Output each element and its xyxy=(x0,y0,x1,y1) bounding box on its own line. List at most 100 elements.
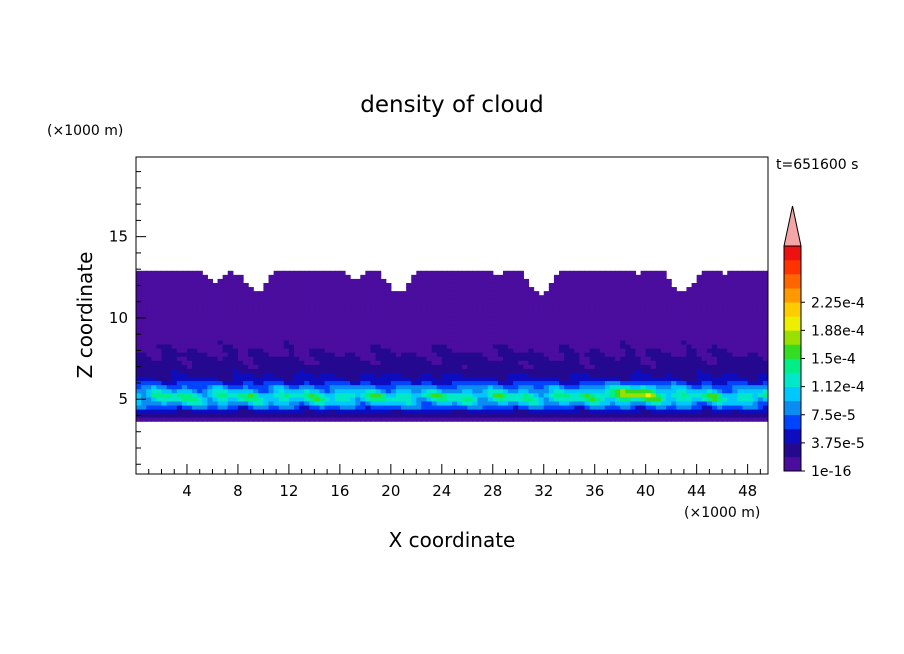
contour-cell xyxy=(508,343,514,349)
contour-cell xyxy=(344,396,351,402)
contour-cell xyxy=(645,404,652,410)
contour-cell xyxy=(390,356,397,361)
contour-cell xyxy=(181,372,188,378)
contour-cell xyxy=(559,352,565,357)
contour-cell xyxy=(717,388,723,394)
contour-cell xyxy=(344,295,351,300)
contour-cell xyxy=(696,348,703,353)
contour-cell xyxy=(243,417,249,422)
colorbar-swatch xyxy=(784,358,801,373)
contour-cell xyxy=(365,291,372,296)
contour-cell xyxy=(502,417,509,422)
contour-cell xyxy=(421,323,428,329)
contour-cell xyxy=(441,352,448,357)
contour-cell xyxy=(380,311,387,317)
contour-cell xyxy=(732,282,739,288)
contour-cell xyxy=(762,352,768,357)
contour-cell xyxy=(508,396,514,402)
contour-cell xyxy=(395,392,402,398)
contour-cell xyxy=(497,352,504,357)
contour-cell xyxy=(625,274,631,280)
contour-cell xyxy=(625,339,631,345)
contour-cell xyxy=(722,311,728,317)
contour-cell xyxy=(711,356,718,361)
contour-cell xyxy=(584,392,591,398)
contour-cell xyxy=(513,360,519,365)
contour-cell xyxy=(640,360,647,365)
contour-cell xyxy=(288,319,295,325)
contour-cell xyxy=(477,335,484,341)
contour-cell xyxy=(482,356,489,361)
contour-cell xyxy=(640,278,647,284)
contour-cell xyxy=(548,323,555,329)
contour-cell xyxy=(416,404,423,410)
contour-cell xyxy=(176,417,183,422)
contour-cell xyxy=(615,282,621,288)
contour-cell xyxy=(258,396,265,402)
contour-cell xyxy=(513,270,519,276)
contour-cell xyxy=(457,331,463,337)
contour-cell xyxy=(232,295,239,300)
contour-cell xyxy=(747,295,754,300)
contour-cell xyxy=(492,323,499,329)
contour-cell xyxy=(686,323,693,329)
contour-cell xyxy=(681,413,688,418)
contour-cell xyxy=(166,319,173,325)
contour-cell xyxy=(502,388,509,394)
contour-cell xyxy=(309,339,315,345)
contour-cell xyxy=(543,307,550,313)
contour-cell xyxy=(752,339,759,345)
contour-cell xyxy=(645,417,652,422)
contour-cell xyxy=(513,384,519,390)
contour-cell xyxy=(339,413,346,418)
contour-cell xyxy=(278,327,285,333)
contour-cell xyxy=(166,396,173,402)
contour-cell xyxy=(380,392,387,398)
contour-cell xyxy=(650,282,657,288)
contour-cell xyxy=(711,388,718,394)
contour-cell xyxy=(467,413,473,418)
contour-cell xyxy=(472,295,479,300)
contour-cell xyxy=(452,417,458,422)
contour-cell xyxy=(533,413,540,418)
contour-cell xyxy=(727,339,733,345)
contour-cell xyxy=(390,408,397,414)
contour-cell xyxy=(217,388,224,394)
contour-cell xyxy=(635,356,642,361)
contour-cell xyxy=(350,388,356,394)
contour-cell xyxy=(390,307,397,313)
contour-cell xyxy=(533,364,540,369)
contour-cell xyxy=(426,396,433,402)
contour-cell xyxy=(523,348,530,353)
contour-cell xyxy=(426,392,433,398)
contour-cell xyxy=(243,323,249,329)
contour-cell xyxy=(630,376,637,382)
contour-cell xyxy=(569,352,575,357)
contour-cell xyxy=(446,360,453,365)
contour-cell xyxy=(722,291,728,296)
contour-cell xyxy=(395,404,402,410)
contour-cell xyxy=(141,408,147,414)
contour-cell xyxy=(676,417,682,422)
contour-cell xyxy=(288,404,295,410)
contour-cell xyxy=(497,343,504,349)
contour-cell xyxy=(650,388,657,394)
contour-cell xyxy=(406,404,412,410)
contour-cell xyxy=(136,356,142,361)
contour-cell xyxy=(676,408,682,414)
contour-cell xyxy=(283,364,290,369)
contour-cell xyxy=(452,388,458,394)
contour-cell xyxy=(594,319,601,325)
contour-cell xyxy=(574,311,581,317)
contour-cell xyxy=(314,364,321,369)
contour-cell xyxy=(487,287,494,292)
contour-cell xyxy=(604,408,611,414)
contour-cell xyxy=(299,396,305,402)
contour-cell xyxy=(288,348,295,353)
contour-cell xyxy=(227,417,234,422)
contour-cell xyxy=(599,327,606,333)
contour-cell xyxy=(283,311,290,317)
contour-cell xyxy=(421,388,428,394)
colorbar-swatch xyxy=(784,288,801,303)
contour-cell xyxy=(202,282,208,288)
